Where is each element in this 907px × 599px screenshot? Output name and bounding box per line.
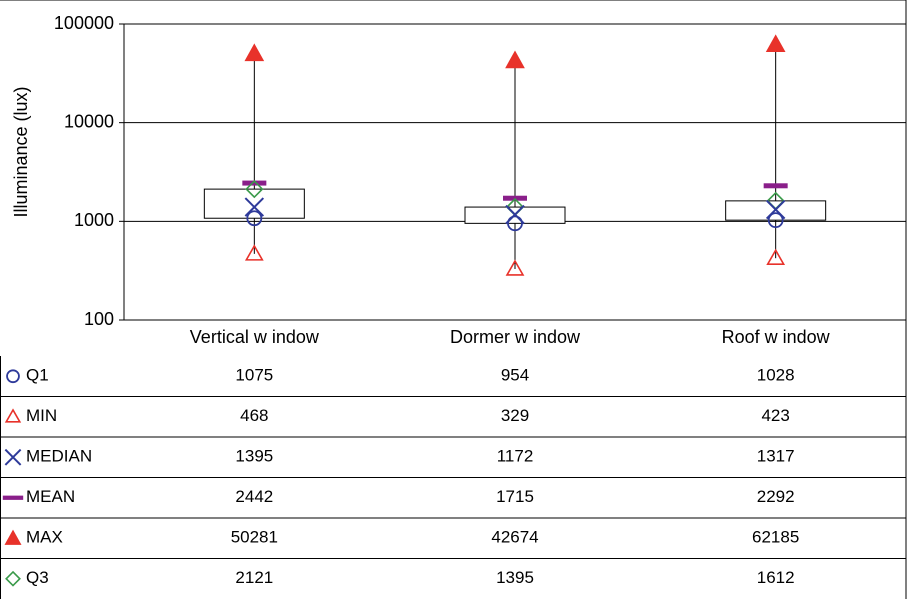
data-markers [242, 34, 788, 276]
y-axis: 100 1000 10000 100000 Illuminance (lux) [11, 13, 125, 329]
marker-q3-0 [245, 179, 264, 199]
cell-q3-0: 2121 [235, 568, 273, 587]
marker-max-1 [505, 50, 525, 69]
whiskers [253, 44, 777, 269]
marker-max-0 [244, 43, 265, 62]
row-label-max: MAX [26, 528, 63, 547]
row-label-median: MEDIAN [26, 447, 92, 466]
marker-min-2 [766, 248, 786, 266]
y-tick-label-1000: 1000 [74, 210, 114, 230]
cell-mean-2: 2292 [757, 487, 795, 506]
legend-marker-median [4, 448, 22, 466]
x-axis-categories: Vertical w indow Dormer w indow Roof w ind… [190, 327, 831, 347]
marker-q1-0 [246, 210, 263, 227]
marker-median-0-stroke-b [244, 197, 265, 217]
legend-marker-median-stroke-b [4, 448, 22, 466]
cell-median-0: 1395 [235, 447, 273, 466]
category-label-2: Roof w indow [722, 327, 831, 347]
cell-mean-1: 1715 [496, 487, 534, 506]
legend-marker-q3 [5, 570, 21, 587]
marker-min-0 [244, 244, 264, 261]
cell-mean-0: 2442 [235, 487, 273, 506]
cell-min-0: 468 [240, 406, 268, 425]
cell-q3-1: 1395 [496, 568, 534, 587]
marker-mean-2 [763, 183, 788, 189]
marker-mean-0 [242, 180, 267, 186]
y-tick-label-100000: 100000 [54, 13, 114, 33]
cell-max-1: 42674 [491, 528, 538, 547]
box-0 [203, 188, 305, 219]
cell-max-2: 62185 [752, 528, 799, 547]
marker-q1-1 [507, 215, 523, 232]
data-table: Q1 1075 954 1028 MIN 468 329 423 MEDIAN 1395 1172 1… [0, 366, 906, 587]
cell-q1-2: 1028 [757, 366, 795, 385]
marker-min-1 [505, 259, 525, 276]
row-label-q1: Q1 [26, 366, 49, 385]
marker-median-0 [244, 197, 265, 217]
y-tick-label-10000: 10000 [64, 111, 114, 131]
cell-q3-2: 1612 [757, 568, 795, 587]
marker-q1-2 [767, 212, 784, 229]
y-tick-label-100: 100 [84, 309, 114, 329]
legend-marker-max [4, 529, 22, 545]
row-label-q3: Q3 [26, 568, 49, 587]
row-label-mean: MEAN [26, 487, 75, 506]
cell-median-2: 1317 [757, 447, 795, 466]
legend-marker-min [4, 408, 22, 423]
marker-max-2 [765, 34, 786, 53]
category-label-1: Dormer w indow [450, 327, 581, 347]
cell-q1-1: 954 [501, 366, 529, 385]
cell-min-1: 329 [501, 406, 529, 425]
y-axis-label: Illuminance (lux) [11, 86, 31, 217]
legend-marker-q1 [6, 369, 20, 384]
cell-max-0: 50281 [231, 528, 278, 547]
category-label-0: Vertical w indow [190, 327, 320, 347]
cell-q1-0: 1075 [235, 366, 273, 385]
cell-min-2: 423 [761, 406, 789, 425]
legend-marker-mean [2, 495, 24, 500]
cell-median-1: 1172 [497, 447, 534, 466]
row-label-min: MIN [26, 406, 57, 425]
